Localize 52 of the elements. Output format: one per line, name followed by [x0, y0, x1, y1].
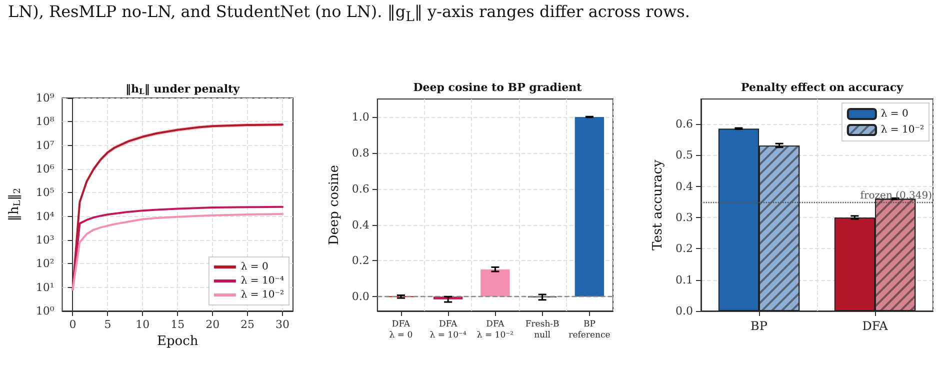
y-tick-label: 10⁶ [36, 162, 55, 176]
y-tick-label: 10² [36, 257, 54, 270]
legend-label: λ = 10⁻² [880, 124, 924, 136]
bar [480, 269, 510, 297]
x-tick-label: 15 [170, 318, 185, 331]
y-tick-label: 0.4 [676, 180, 693, 193]
y-tick-label: 0.8 [352, 146, 370, 160]
y-tick-label: 0.5 [676, 148, 693, 162]
x-tick-label: DFA λ = 0 [389, 320, 413, 340]
legend-label: λ = 0 [240, 262, 268, 272]
y-tick-label: 0.3 [676, 210, 693, 224]
x-tick-label: Fresh-B null [525, 320, 560, 340]
y-tick-label: 10³ [36, 234, 54, 246]
y-tick-label: 0.6 [676, 117, 693, 130]
x-tick-label: 5 [104, 318, 112, 331]
y-tick-label: 0.2 [352, 254, 370, 268]
x-tick-label: DFA λ = 10⁻⁴ [430, 320, 467, 340]
y-tick-label: 10⁵ [36, 186, 54, 200]
chart-title: Penalty effect on accuracy [741, 81, 904, 94]
ref-line-label: frozen (0.349) [860, 190, 932, 202]
y-tick-label: 0.1 [676, 273, 693, 286]
x-tick-label: 20 [206, 318, 220, 331]
y-tick-label: 10⁰ [36, 304, 55, 318]
legend-label: λ = 0 [880, 108, 908, 120]
x-tick-label: BP reference [568, 320, 610, 340]
y-tick-label: 10⁴ [36, 210, 55, 223]
y-tick-label: 0.6 [352, 182, 370, 196]
y-tick-label: 0.4 [352, 218, 370, 232]
x-tick-label: 0 [69, 318, 76, 331]
y-axis-title: Test accuracy [650, 159, 666, 250]
y-tick-label: 10¹ [36, 280, 54, 294]
x-tick-label: DFA [862, 319, 888, 333]
chart-title: Deep cosine to BP gradient [413, 81, 583, 94]
x-tick-label: 30 [276, 318, 290, 331]
y-axis-title: Deep cosine [327, 164, 342, 246]
y-tick-label: 1.0 [352, 110, 370, 124]
y-tick-label: 0.0 [352, 290, 370, 304]
text: LN), ResMLP no-LN, and StudentNet (no LN). ‖g$_{L}$‖ y-axis ranges differ across rows. [8, 2, 691, 26]
y-tick-label: 10⁷ [36, 138, 55, 152]
x-tick-label: DFA λ = 10⁻² [476, 320, 514, 340]
y-tick-label: 10⁸ [36, 115, 55, 128]
x-axis-title: Epoch [156, 334, 199, 349]
y-axis-title: ‖hL‖2 [7, 188, 23, 222]
legend-label: λ = 10⁻² [240, 290, 284, 300]
y-tick-label: 10⁹ [36, 92, 55, 104]
bar [574, 116, 604, 297]
x-tick-label: 10 [136, 318, 150, 331]
y-tick-label: 0.0 [676, 304, 693, 318]
x-tick-label: 25 [240, 318, 255, 331]
legend-label: λ = 10⁻⁴ [240, 276, 284, 286]
x-tick-label: BP [750, 319, 768, 333]
y-tick-label: 0.2 [676, 242, 693, 256]
